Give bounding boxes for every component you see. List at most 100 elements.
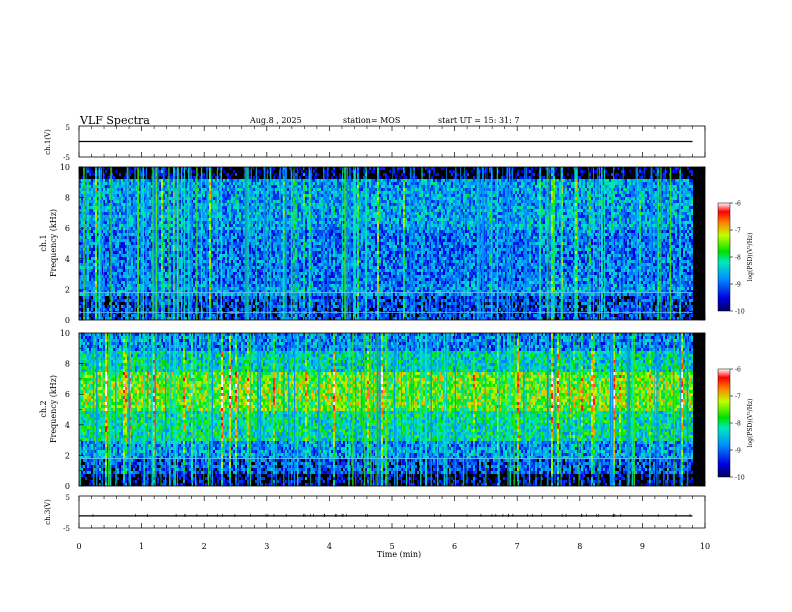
spectrogram-cell (191, 305, 193, 308)
spectrogram-cell (151, 317, 153, 320)
spectrogram-cell (267, 212, 269, 215)
spectrogram-cell (187, 266, 189, 269)
spectrogram-cell (147, 272, 149, 275)
spectrogram-cell (105, 251, 107, 254)
spectrogram-cell (81, 272, 83, 275)
spectrogram-cell (275, 212, 277, 215)
spectrogram-cell (187, 248, 189, 251)
spectrogram-cell (243, 212, 245, 215)
spectrogram-cell (259, 215, 261, 218)
spectrogram-cell (191, 176, 193, 179)
spectrogram-cell (151, 212, 153, 215)
spectrogram-cell (223, 212, 225, 215)
spectrogram-cell (171, 317, 173, 320)
spectrogram-cell (159, 254, 161, 257)
spectrogram-cell (115, 209, 117, 212)
spectrogram-cell (259, 287, 261, 290)
spectrogram-cell (203, 230, 205, 233)
spectrogram-cell (147, 197, 149, 200)
spectrogram-cell (283, 188, 285, 191)
spectrogram-cell (165, 260, 167, 263)
spectrogram-cell (149, 293, 151, 296)
spectrogram-cell (217, 206, 219, 209)
spectrogram-cell (249, 317, 251, 320)
spectrogram-cell (119, 272, 121, 275)
spectrogram-cell (185, 317, 187, 320)
spectrogram-cell (151, 299, 153, 302)
spectrogram-cell (169, 221, 171, 224)
spectrogram-cell (185, 239, 187, 242)
spectrogram-cell (171, 194, 173, 197)
spectrogram-cell (113, 260, 115, 263)
spectrogram-cell (123, 209, 125, 212)
spectrogram-cell (219, 317, 221, 320)
spectrogram-cell (169, 227, 171, 230)
spectrogram-cell (125, 200, 127, 203)
spectrogram-cell (125, 215, 127, 218)
spectrogram-cell (139, 242, 141, 245)
spectrogram-cell (267, 299, 269, 302)
spectrogram-cell (267, 254, 269, 257)
spectrogram-cell (229, 230, 231, 233)
spectrogram-cell (87, 266, 89, 269)
spectrogram-cell (115, 185, 117, 188)
spectrogram-cell (147, 239, 149, 242)
spectrogram-cell (215, 209, 217, 212)
spectrogram-cell (249, 296, 251, 299)
spectrogram-cell (227, 284, 229, 287)
spectrogram-cell (179, 218, 181, 221)
spectrogram-cell (109, 206, 111, 209)
spectrogram-cell (87, 179, 89, 182)
spectrogram-cell (241, 266, 243, 269)
spectrogram-cell (237, 212, 239, 215)
spectrogram-cell (87, 212, 89, 215)
spectrogram-cell (257, 233, 259, 236)
spectrogram-cell (235, 266, 237, 269)
spectrogram-cell (147, 290, 149, 293)
spectrogram-cell (259, 230, 261, 233)
spectrogram-cell (209, 179, 211, 182)
spectrogram-cell (283, 203, 285, 206)
spectrogram-cell (271, 266, 273, 269)
spectrogram-cell (189, 221, 191, 224)
spectrogram-cell (213, 278, 215, 281)
spectrogram-cell (167, 302, 169, 305)
spectrogram-cell (261, 218, 263, 221)
spectrogram-cell (103, 254, 105, 257)
spectrogram-cell (167, 314, 169, 317)
spectrogram-cell (213, 173, 215, 176)
spectrogram-cell (273, 227, 275, 230)
spectrogram-cell (265, 251, 267, 254)
spectrogram-cell (95, 173, 97, 176)
spectrogram-cell (135, 245, 137, 248)
spectrogram-cell (223, 251, 225, 254)
spectrogram-cell (199, 263, 201, 266)
spectrogram-cell (131, 185, 133, 188)
spectrogram-cell (135, 227, 137, 230)
spectrogram-cell (213, 269, 215, 272)
spectrogram-cell (225, 215, 227, 218)
spectrogram-cell (115, 263, 117, 266)
spectrogram-cell (119, 179, 121, 182)
spectrogram-cell (91, 308, 93, 311)
spectrogram-cell (259, 200, 261, 203)
spectrogram-cell (121, 284, 123, 287)
spectrogram-cell (273, 317, 275, 320)
spectrogram-cell (179, 269, 181, 272)
spectrogram-cell (149, 299, 151, 302)
spectrogram-cell (231, 251, 233, 254)
spectrogram-cell (187, 299, 189, 302)
spectrogram-cell (237, 206, 239, 209)
spectrogram-cell (259, 257, 261, 260)
spectrogram-cell (231, 173, 233, 176)
spectrogram-cell (167, 308, 169, 311)
spectrogram-cell (95, 317, 97, 320)
spectrogram-cell (129, 224, 131, 227)
spectrogram-cell (221, 263, 223, 266)
spectrogram-cell (131, 269, 133, 272)
spectrogram-cell (217, 221, 219, 224)
spectrogram-cell (131, 233, 133, 236)
spectrogram-cell (217, 263, 219, 266)
spectrogram-cell (271, 230, 273, 233)
spectrogram-cell (131, 206, 133, 209)
